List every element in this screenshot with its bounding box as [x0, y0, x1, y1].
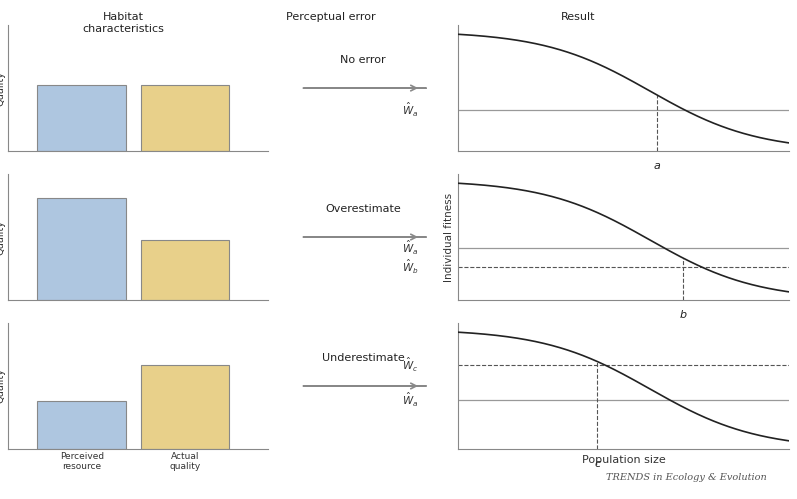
Y-axis label: Quality: Quality: [0, 368, 6, 404]
Bar: [37, 85, 126, 151]
Text: $\hat{W}_a$: $\hat{W}_a$: [402, 391, 418, 409]
Text: No error: No error: [340, 55, 386, 65]
Text: $\hat{W}_c$: $\hat{W}_c$: [402, 356, 418, 374]
Y-axis label: Quality: Quality: [0, 70, 6, 106]
Text: Result: Result: [560, 12, 595, 22]
Y-axis label: Individual fitness: Individual fitness: [444, 193, 454, 281]
Text: Perceptual error: Perceptual error: [286, 12, 375, 22]
X-axis label: Population size: Population size: [582, 455, 665, 465]
Bar: [141, 85, 230, 151]
Bar: [37, 401, 126, 449]
Text: Underestimate: Underestimate: [322, 353, 404, 363]
Text: a: a: [654, 161, 660, 171]
Bar: [141, 365, 230, 449]
Bar: [37, 198, 126, 300]
Text: $\hat{W}_b$: $\hat{W}_b$: [402, 258, 418, 276]
Text: b: b: [680, 310, 687, 320]
Text: Habitat
characteristics: Habitat characteristics: [83, 12, 164, 34]
Text: $\hat{W}_a$: $\hat{W}_a$: [402, 101, 418, 119]
Text: TRENDS in Ecology & Evolution: TRENDS in Ecology & Evolution: [606, 473, 767, 482]
Text: $\hat{W}_a$: $\hat{W}_a$: [402, 239, 418, 256]
Y-axis label: Quality: Quality: [0, 220, 6, 254]
Bar: [141, 240, 230, 300]
Text: c: c: [595, 459, 600, 469]
Text: Overestimate: Overestimate: [325, 204, 401, 214]
